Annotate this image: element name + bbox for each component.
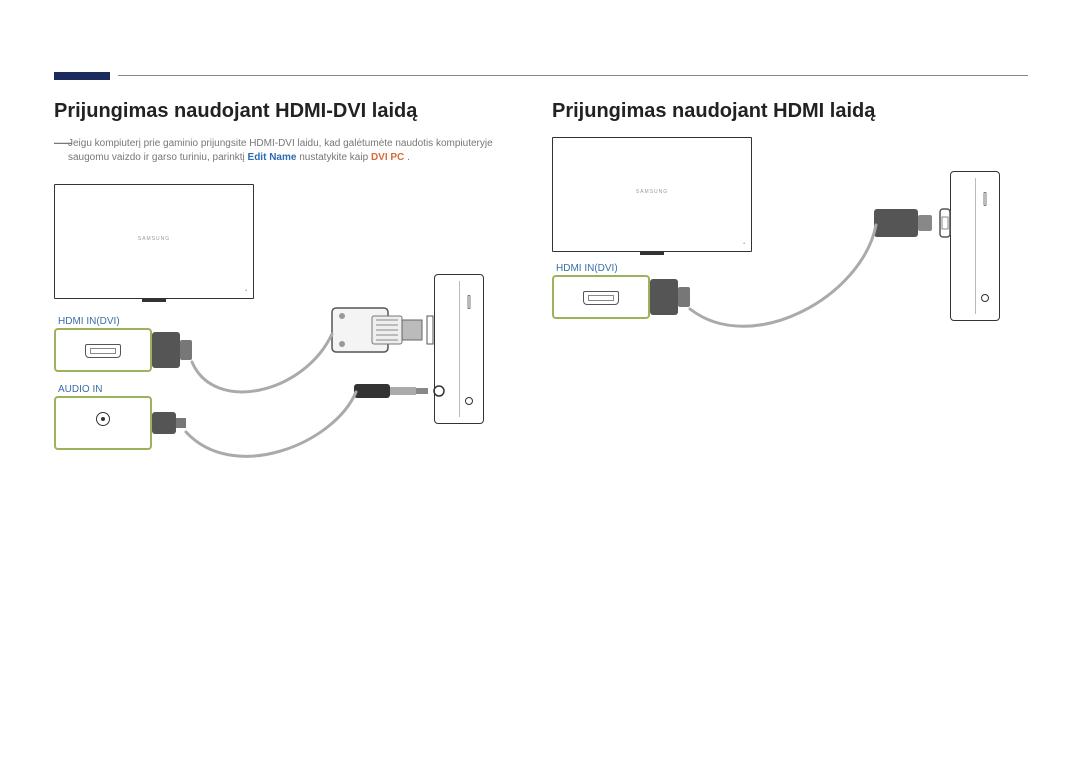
pc-tower (434, 274, 484, 424)
audio-port-icon (85, 404, 121, 434)
hdmi-port-box (54, 328, 152, 372)
pc-drive-icon (467, 295, 470, 309)
tv-stand (142, 299, 166, 302)
hdmi-port-label-right: HDMI IN(DVI) (556, 263, 618, 274)
pc-power-icon-right (981, 294, 989, 302)
pc-drive-icon-right (983, 192, 986, 206)
note-dash-icon: ― (54, 137, 72, 147)
tv-ir-dot-right: • (743, 241, 745, 247)
note-text-mid: nustatykite kaip (299, 152, 371, 163)
note-dvi-pc: DVI PC (371, 152, 404, 163)
section-hdmi: Prijungimas naudojant HDMI laidą SAMSUNG… (552, 100, 1032, 467)
audio-port-box (54, 396, 152, 450)
header-rule (118, 75, 1028, 76)
header-accent-bar (54, 72, 110, 80)
hdmi-port-box-right (552, 275, 650, 319)
section-hdmi-dvi: Prijungimas naudojant HDMI-DVI laidą ― J… (54, 100, 529, 514)
tv-ir-dot: • (245, 288, 247, 294)
tv-stand-right (640, 252, 664, 255)
heading-hdmi-dvi: Prijungimas naudojant HDMI-DVI laidą (54, 100, 529, 123)
pc-power-icon (465, 397, 473, 405)
heading-hdmi: Prijungimas naudojant HDMI laidą (552, 100, 1032, 123)
hdmi-port-icon (85, 344, 121, 358)
hdmi-port-icon-right (583, 291, 619, 305)
pc-tower-right (950, 171, 1000, 321)
tv-logo: SAMSUNG (138, 236, 170, 242)
tv-outline-right: SAMSUNG • (552, 137, 752, 252)
diagram-hdmi-dvi: SAMSUNG • HDMI IN(DVI) AUDIO IN (54, 184, 529, 514)
hdmi-port-label: HDMI IN(DVI) (58, 316, 120, 327)
tv-logo-right: SAMSUNG (636, 189, 668, 195)
tv-outline: SAMSUNG • (54, 184, 254, 299)
note-edit-name: Edit Name (248, 152, 297, 163)
audio-port-label: AUDIO IN (58, 384, 102, 395)
note-text-suffix: . (407, 152, 410, 163)
note-hdmi-dvi: ― Jeigu kompiuterį prie gaminio prijungs… (54, 137, 529, 164)
diagram-hdmi: SAMSUNG • HDMI IN(DVI) (552, 137, 1032, 467)
